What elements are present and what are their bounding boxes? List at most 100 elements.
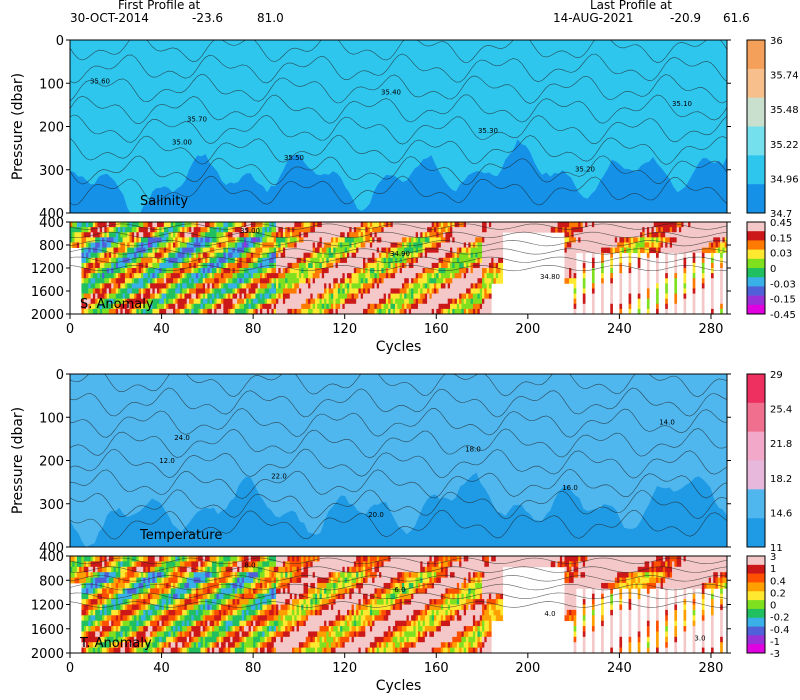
y-tick-label: 2000 (31, 647, 64, 662)
y-tick-label: 300 (39, 498, 64, 513)
colorbar-2: 29 25.4 21.8 18.2 14.6 11 (746, 370, 792, 554)
colorbar-swatch (747, 431, 765, 461)
x-axis-label: Cycles (376, 678, 422, 694)
panel-1-contour-0 (70, 223, 727, 230)
panel-3: 8.06.04.03.0T. Anomaly400800120016002000… (31, 550, 731, 694)
panel-1-contour-4 (70, 256, 727, 263)
contour-label: 20.0 (368, 511, 384, 519)
last-profile-label: Last Profile at (590, 0, 672, 12)
colorbar-label: -0.15 (770, 295, 796, 306)
y-tick-label: 100 (39, 411, 64, 426)
y-tick-label: 800 (39, 239, 64, 254)
contour-label: 16.0 (562, 484, 578, 492)
y-tick-label: 400 (39, 541, 64, 556)
colorbar-label: 14.6 (770, 508, 792, 519)
y-tick-label: 800 (39, 574, 64, 589)
colorbar-swatch (747, 635, 765, 645)
colorbar-swatch (747, 573, 765, 583)
y-axis-label: Pressure (dbar) (10, 407, 26, 514)
colorbar-label: 21.8 (770, 439, 792, 450)
panel-1-contour-2 (70, 240, 727, 247)
colorbar-label: -1 (770, 637, 780, 648)
colorbar-label: 11 (770, 543, 783, 554)
colorbar-swatch (747, 258, 765, 269)
x-tick-label: 120 (332, 661, 357, 676)
colorbar-label: 25.4 (770, 405, 792, 416)
contour-label: 35.10 (672, 100, 692, 108)
panel-0-contour-5 (70, 135, 727, 165)
panel-1-contour-1 (70, 231, 727, 238)
last-profile-date: 14-AUG-2021 (553, 11, 634, 25)
panel-2-contour-0 (70, 374, 727, 398)
panel-2-contour-3 (70, 428, 727, 459)
colorbar-1: 0.45 0.15 0.03 0 -0.03 -0.15 -0.45 (746, 218, 796, 321)
contour-label: 35.00 (172, 138, 192, 146)
colorbar-label: -3 (770, 649, 780, 660)
colorbar-swatch (747, 277, 765, 287)
x-tick-label: 280 (699, 661, 724, 676)
colorbar-swatch (747, 591, 765, 601)
colorbar-label: 29 (770, 370, 783, 381)
x-tick-label: 40 (153, 322, 170, 337)
panel-title: T. Anomaly (79, 636, 152, 651)
panel-2-contour-2 (70, 408, 727, 438)
panel-0-contour-6 (70, 155, 727, 186)
colorbar-label: -0.45 (770, 310, 796, 321)
colorbar-swatch (747, 126, 765, 156)
panel-2-contour-5 (70, 468, 727, 499)
panel-2-band-4 (70, 374, 727, 547)
colorbar-frame (746, 555, 766, 654)
panel-3-contour-2 (70, 575, 727, 582)
panel-3-contour-1 (70, 566, 727, 573)
colorbar-swatch (747, 608, 765, 619)
colorbar-swatch (747, 304, 765, 315)
y-tick-label: 400 (39, 550, 64, 565)
colorbar-swatch (747, 286, 765, 296)
contour-label: 8.0 (244, 562, 255, 570)
y-axis-label: Pressure (dbar) (10, 73, 26, 180)
contour-label: 4.0 (544, 610, 555, 618)
x-tick-label: 0 (66, 661, 74, 676)
panel-title: S. Anomaly (80, 297, 154, 312)
colorbar-3: 310.40.2 0-0.2-0.4-1-3 (746, 552, 790, 660)
colorbar-label: 1 (770, 564, 776, 575)
x-tick-label: 200 (515, 661, 540, 676)
colorbar-swatch (747, 40, 765, 70)
panel-title: Temperature (139, 528, 222, 543)
colorbar-swatch (747, 489, 765, 519)
colorbar-frame (746, 221, 766, 315)
last-profile-lat: -20.9 (670, 11, 702, 25)
colorbar-label: 34.96 (770, 174, 799, 185)
panel-0-contour-3 (70, 94, 727, 125)
y-tick-label: 1600 (31, 623, 64, 638)
colorbar-swatch (747, 295, 765, 306)
contour-label: 6.0 (394, 586, 405, 594)
panel-0-band-4 (70, 40, 727, 213)
colorbar-frame (746, 39, 766, 214)
colorbar-swatch (747, 249, 765, 260)
first-profile-lat: -23.6 (192, 11, 224, 25)
y-tick-label: 100 (39, 77, 64, 92)
x-tick-label: 200 (515, 322, 540, 337)
y-tick-label: 400 (39, 207, 64, 222)
panel-2-contour-7 (70, 509, 727, 540)
contour-label: 35.50 (284, 154, 304, 162)
y-tick-label: 0 (56, 368, 64, 383)
y-tick-label: 200 (39, 455, 64, 470)
colorbar-label: 0.03 (770, 249, 792, 260)
x-tick-label: 0 (66, 322, 74, 337)
colorbar-label: 0.15 (770, 233, 792, 244)
colorbar-swatch (747, 564, 765, 574)
contour-label: 35.30 (478, 127, 498, 135)
colorbar-swatch (747, 231, 765, 241)
panel-1-contour-5 (70, 264, 727, 272)
last-profile-lon: 61.6 (723, 11, 750, 25)
colorbar-swatch (747, 155, 765, 185)
contour-label: 35.60 (90, 77, 110, 85)
x-axis-label: Cycles (376, 339, 422, 355)
x-tick-label: 80 (245, 322, 262, 337)
contour-label: 18.0 (465, 446, 481, 454)
contour-label: 24.0 (174, 434, 190, 442)
colorbar-label: 18.2 (770, 474, 792, 485)
